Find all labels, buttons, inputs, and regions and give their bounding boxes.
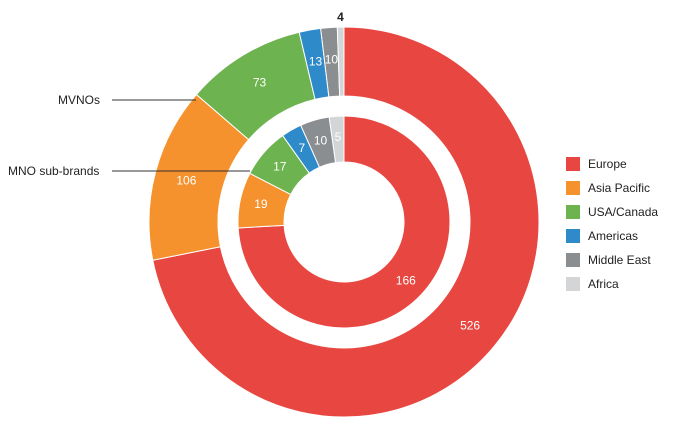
legend-item-usa-canada: USA/Canada	[566, 200, 658, 224]
legend-item-asia-pacific: Asia Pacific	[566, 176, 658, 200]
inner-label-middle-east: 10	[314, 133, 328, 147]
legend-item-africa: Africa	[566, 272, 658, 296]
inner-label-americas: 7	[298, 141, 305, 155]
outer-slice-europe	[152, 26, 540, 418]
legend-swatch	[566, 229, 580, 243]
legend-label: Africa	[588, 277, 619, 291]
outer-label-asia-pacific: 106	[176, 174, 196, 188]
series-callouts: MVNOs MNO sub-brands	[8, 93, 250, 178]
outer-slice-africa	[336, 26, 345, 97]
inner-slice-africa	[328, 115, 345, 164]
legend-label: Asia Pacific	[588, 181, 651, 195]
inner-label-europe: 166	[396, 273, 416, 287]
legend-label: Europe	[588, 157, 627, 171]
legend-item-middle-east: Middle East	[566, 248, 658, 272]
outer-ring	[148, 26, 540, 418]
callout-mvnos: MVNOs	[58, 93, 100, 107]
legend: Europe Asia Pacific USA/Canada Americas Midd…	[566, 152, 658, 296]
legend-item-europe: Europe	[566, 152, 658, 176]
legend-label: Americas	[588, 229, 639, 243]
legend-swatch	[566, 205, 580, 219]
legend-label: Middle East	[588, 253, 651, 267]
outer-label-usa-canada: 73	[253, 76, 267, 90]
legend-swatch	[566, 181, 580, 195]
outer-label-europe: 526	[460, 318, 480, 332]
inner-slice-europe	[237, 115, 451, 329]
inner-label-usa-canada: 17	[273, 159, 287, 173]
inner-label-asia-pacific: 19	[254, 197, 268, 211]
outer-label-middle-east: 10	[325, 53, 339, 67]
outer-label-africa: 4	[337, 10, 344, 24]
outer-label-americas: 13	[309, 55, 323, 69]
legend-label: USA/Canada	[588, 205, 659, 219]
legend-swatch	[566, 253, 580, 267]
legend-swatch	[566, 157, 580, 171]
legend-item-americas: Americas	[566, 224, 658, 248]
inner-label-africa: 5	[335, 130, 342, 144]
legend-swatch	[566, 277, 580, 291]
inner-ring	[237, 115, 451, 329]
callout-mno-sub-brands: MNO sub-brands	[8, 164, 99, 178]
